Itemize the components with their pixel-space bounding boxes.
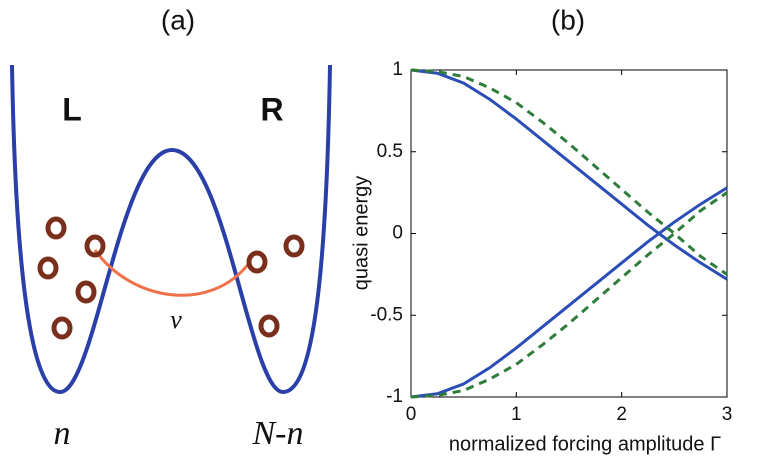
x-tick-label: 2 [616, 404, 627, 425]
panel-a: (a) L R v n N-n [10, 4, 332, 452]
particle [258, 314, 280, 338]
y-axis-label: quasi energy [350, 176, 372, 291]
plot-frame [410, 69, 728, 398]
series-line [410, 191, 728, 399]
particle [84, 234, 106, 258]
panel-label: (a) [161, 4, 195, 35]
tunneling-arc [93, 249, 252, 297]
x-axis-label: normalized forcing amplitude Γ [449, 433, 721, 455]
x-tick-label: 3 [722, 404, 733, 425]
particle [75, 280, 97, 304]
left-well-label: L [62, 91, 82, 127]
y-tick-label: -1 [386, 386, 403, 407]
particle [51, 316, 73, 340]
chart-title: (b) [551, 4, 585, 35]
double-well [10, 64, 332, 395]
y-tick-label: 1 [392, 59, 403, 80]
y-tick-label: 0 [392, 223, 403, 244]
right-count: N-n [252, 415, 304, 452]
particle [37, 256, 59, 280]
x-tick-label: 0 [406, 404, 417, 425]
coupling-label: v [170, 305, 182, 334]
series-line [410, 68, 728, 281]
y-tick-label: 0.5 [377, 141, 403, 162]
y-tick-label: -0.5 [370, 304, 403, 325]
x-tick-label: 1 [511, 404, 522, 425]
series-line [410, 186, 728, 399]
left-count: n [54, 415, 71, 452]
particle [45, 216, 67, 240]
particle [283, 234, 305, 258]
series-line [410, 68, 728, 276]
right-well-label: R [260, 91, 283, 127]
particle [246, 250, 268, 274]
